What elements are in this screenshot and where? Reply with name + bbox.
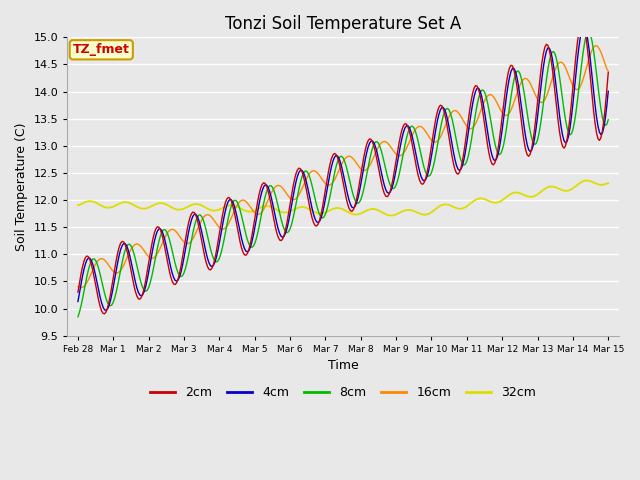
Y-axis label: Soil Temperature (C): Soil Temperature (C) (15, 122, 28, 251)
Title: Tonzi Soil Temperature Set A: Tonzi Soil Temperature Set A (225, 15, 461, 33)
Text: TZ_fmet: TZ_fmet (73, 43, 130, 56)
Legend: 2cm, 4cm, 8cm, 16cm, 32cm: 2cm, 4cm, 8cm, 16cm, 32cm (145, 381, 541, 404)
X-axis label: Time: Time (328, 359, 358, 372)
